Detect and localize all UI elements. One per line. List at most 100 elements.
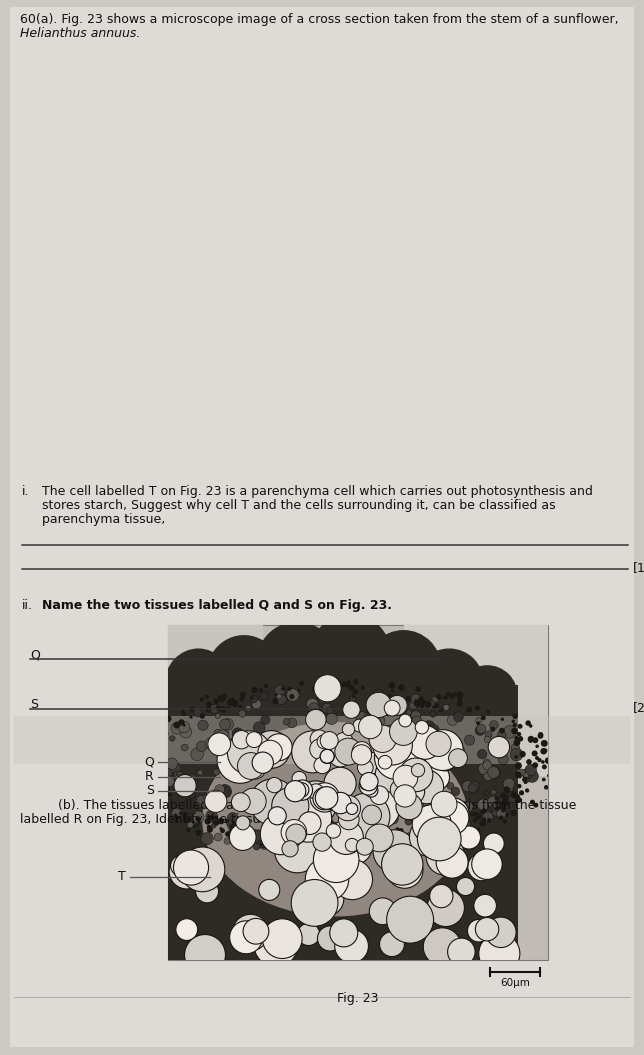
Circle shape	[373, 830, 416, 872]
Circle shape	[552, 773, 555, 776]
Circle shape	[245, 705, 251, 711]
Circle shape	[173, 771, 180, 778]
Circle shape	[309, 882, 344, 916]
Bar	[168, 625, 548, 960]
Circle shape	[317, 734, 331, 749]
Circle shape	[292, 838, 295, 841]
Circle shape	[249, 803, 256, 811]
Circle shape	[458, 696, 462, 701]
Circle shape	[255, 830, 268, 843]
Circle shape	[484, 833, 504, 853]
Circle shape	[216, 740, 222, 746]
Circle shape	[327, 826, 337, 836]
Circle shape	[352, 742, 372, 761]
Circle shape	[391, 689, 394, 692]
Circle shape	[478, 933, 520, 974]
Circle shape	[208, 814, 214, 821]
Circle shape	[205, 819, 209, 822]
Circle shape	[281, 820, 307, 845]
Circle shape	[232, 915, 269, 951]
Circle shape	[526, 760, 532, 765]
Circle shape	[251, 805, 258, 811]
Circle shape	[125, 771, 131, 778]
Circle shape	[415, 699, 417, 702]
Circle shape	[450, 754, 461, 766]
Circle shape	[444, 695, 448, 699]
Text: i.: i.	[22, 485, 30, 498]
Circle shape	[317, 851, 325, 858]
Circle shape	[524, 781, 527, 784]
Circle shape	[169, 853, 205, 889]
Circle shape	[345, 708, 351, 713]
Circle shape	[366, 836, 373, 842]
Circle shape	[149, 718, 155, 725]
Circle shape	[343, 793, 390, 840]
Circle shape	[215, 713, 220, 718]
Circle shape	[168, 792, 172, 797]
Circle shape	[388, 694, 392, 697]
Circle shape	[377, 696, 388, 707]
Circle shape	[390, 841, 402, 852]
Circle shape	[171, 723, 183, 734]
Circle shape	[374, 826, 380, 832]
Circle shape	[544, 749, 547, 752]
Circle shape	[220, 707, 226, 713]
Circle shape	[499, 794, 508, 804]
Circle shape	[448, 752, 459, 764]
Circle shape	[515, 771, 522, 778]
Circle shape	[326, 713, 337, 725]
Circle shape	[440, 828, 446, 833]
Circle shape	[267, 778, 282, 792]
Circle shape	[423, 927, 461, 965]
Circle shape	[337, 836, 343, 842]
Circle shape	[343, 705, 352, 714]
Circle shape	[285, 781, 306, 802]
Circle shape	[261, 715, 270, 725]
Circle shape	[201, 832, 213, 845]
Circle shape	[398, 685, 405, 691]
Circle shape	[471, 812, 475, 817]
Circle shape	[422, 730, 463, 770]
Circle shape	[308, 784, 324, 800]
Circle shape	[462, 822, 467, 826]
Circle shape	[312, 686, 319, 692]
Circle shape	[231, 792, 250, 811]
Circle shape	[307, 698, 318, 710]
Circle shape	[387, 695, 407, 715]
Circle shape	[409, 699, 417, 707]
Circle shape	[495, 800, 500, 805]
Circle shape	[195, 817, 201, 822]
Circle shape	[345, 839, 359, 851]
Circle shape	[490, 727, 495, 732]
Circle shape	[263, 829, 267, 833]
Circle shape	[526, 770, 538, 783]
Circle shape	[345, 821, 352, 829]
Circle shape	[150, 809, 156, 816]
Circle shape	[486, 917, 516, 947]
Circle shape	[205, 800, 214, 808]
Circle shape	[339, 809, 359, 829]
Ellipse shape	[308, 613, 392, 704]
Text: The cell labelled T on Fig. 23 is a parenchyma cell which carries out photosynth: The cell labelled T on Fig. 23 is a pare…	[42, 485, 593, 498]
Circle shape	[526, 721, 531, 726]
Circle shape	[353, 720, 366, 732]
Text: Q: Q	[144, 755, 154, 768]
Circle shape	[356, 839, 374, 856]
Circle shape	[152, 814, 156, 819]
Circle shape	[451, 808, 459, 816]
Circle shape	[222, 693, 227, 699]
Circle shape	[318, 683, 330, 695]
Circle shape	[346, 830, 359, 844]
Circle shape	[182, 811, 187, 817]
Circle shape	[390, 717, 417, 746]
Circle shape	[499, 728, 505, 733]
Circle shape	[451, 820, 456, 824]
Circle shape	[348, 685, 354, 691]
Circle shape	[483, 790, 488, 795]
Circle shape	[491, 802, 500, 810]
Circle shape	[252, 731, 290, 768]
Circle shape	[369, 898, 396, 924]
Circle shape	[153, 747, 162, 756]
Circle shape	[468, 784, 477, 792]
Circle shape	[205, 707, 211, 713]
